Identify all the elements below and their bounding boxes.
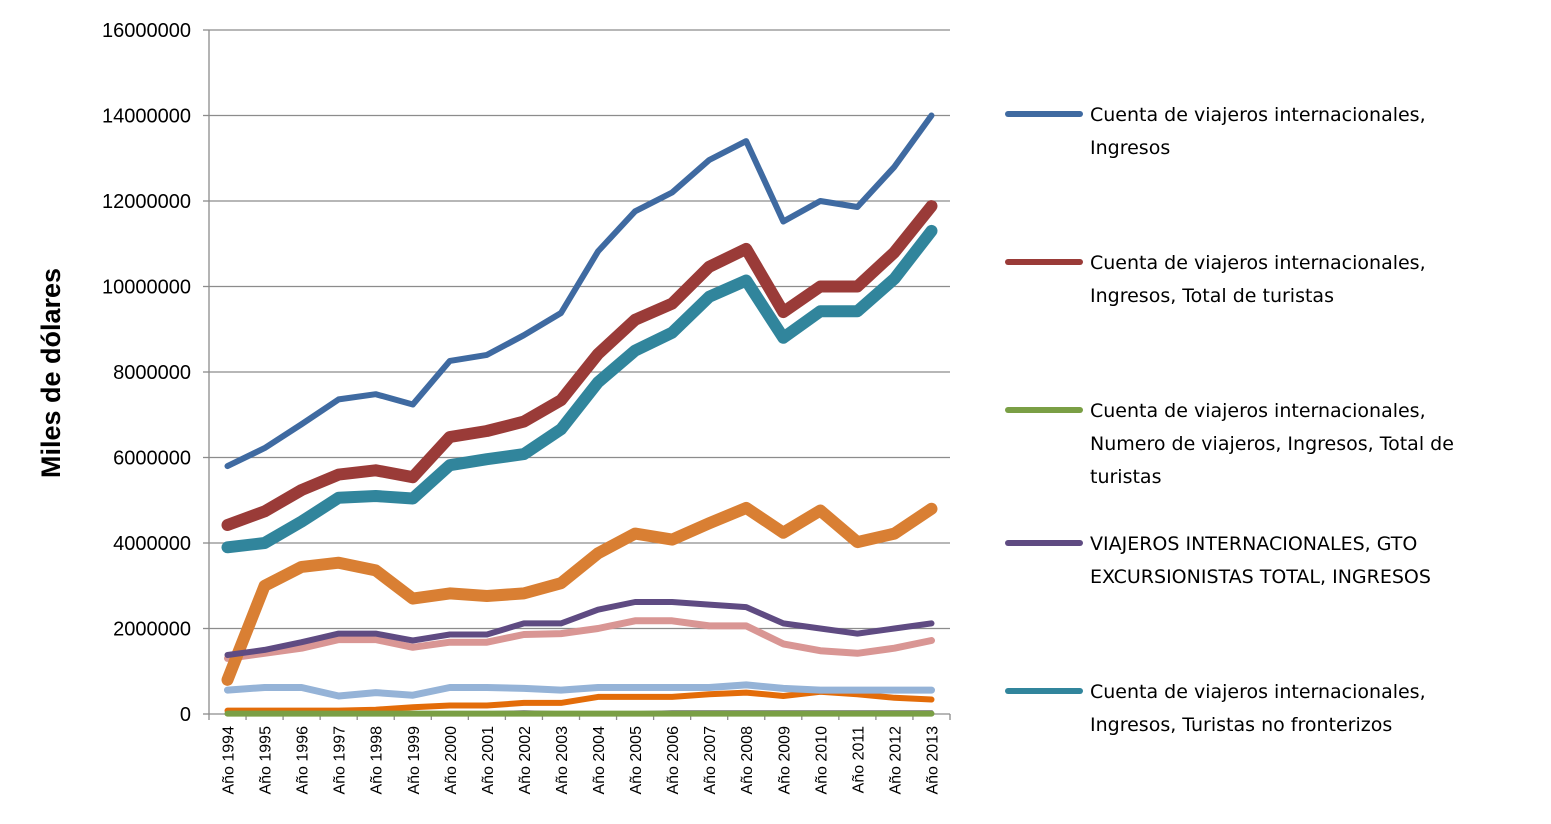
y-tick-label: 12000000 xyxy=(102,191,191,213)
x-tick-label: Año 2012 xyxy=(887,726,904,795)
legend-label-s4: EXCURSIONISTAS TOTAL, INGRESOS xyxy=(1090,566,1431,588)
legend-label-s3: turistas xyxy=(1090,466,1161,488)
x-tick-label: Año 2010 xyxy=(813,726,830,795)
x-tick-label: Año 2011 xyxy=(850,726,867,793)
x-tick-label: Año 1996 xyxy=(295,726,312,795)
x-tick-label: Año 2002 xyxy=(517,726,534,795)
series-line-s1 xyxy=(224,112,935,470)
y-tick-label: 4000000 xyxy=(113,533,191,555)
y-axis-title: Miles de dólares xyxy=(36,268,66,478)
legend-label-s5: Cuenta de viajeros internacionales, xyxy=(1090,681,1426,703)
series-line-s_extra3 xyxy=(224,617,935,662)
series-line-s4 xyxy=(224,599,935,658)
x-tick-label: Año 2005 xyxy=(628,726,645,795)
legend-label-s2: Ingresos, Total de turistas xyxy=(1090,285,1334,307)
y-tick-label: 2000000 xyxy=(113,619,191,641)
x-tick-label: Año 1995 xyxy=(258,726,275,795)
y-tick-label: 16000000 xyxy=(102,20,191,42)
series-line-s_extra5 xyxy=(221,501,938,686)
x-tick-label: Año 2004 xyxy=(591,726,608,795)
x-tick-label: Año 1994 xyxy=(221,726,238,795)
x-tick-label: Año 2009 xyxy=(776,726,793,795)
series-line-s5 xyxy=(221,224,938,554)
series-line-s_extra2 xyxy=(224,681,935,700)
legend: Cuenta de viajeros internacionales, Ingre… xyxy=(1005,104,1454,736)
legend-label-s1: Cuenta de viajeros internacionales, xyxy=(1090,104,1426,126)
x-tick-label: Año 2008 xyxy=(739,726,756,795)
y-tick-label: 14000000 xyxy=(102,106,191,128)
legend-label-s4: VIAJEROS INTERNACIONALES, GTO xyxy=(1090,533,1417,555)
y-tick-label: 8000000 xyxy=(113,362,191,384)
x-tick-label: Año 2003 xyxy=(554,726,571,795)
x-tick-label: Año 2013 xyxy=(924,726,941,795)
series-lines xyxy=(221,112,938,717)
x-tick-label: Año 1997 xyxy=(332,726,349,795)
y-tick-label: 0 xyxy=(180,704,191,726)
x-tick-label: Año 2000 xyxy=(443,726,460,795)
y-tick-label: 10000000 xyxy=(102,277,191,299)
x-axis: Año 1994 Año 1995 Año 1996 Año 1997 Año 1998… xyxy=(208,713,951,795)
legend-label-s3: Cuenta de viajeros internacionales, xyxy=(1090,400,1426,422)
x-tick-label: Año 2001 xyxy=(480,726,497,795)
legend-label-s2: Cuenta de viajeros internacionales, xyxy=(1090,252,1426,274)
series-line-s2 xyxy=(221,200,938,531)
y-tick-label: 6000000 xyxy=(113,448,191,470)
legend-label-s5: Ingresos, Turistas no fronterizos xyxy=(1090,714,1392,736)
legend-label-s1: Ingresos xyxy=(1090,137,1170,159)
x-tick-label: Año 1999 xyxy=(406,726,423,795)
x-tick-label: Año 2006 xyxy=(665,726,682,795)
y-axis: 0 2000000 4000000 6000000 8000000 10000000 120… xyxy=(102,20,210,726)
legend-label-s3: Numero de viajeros, Ingresos, Total de xyxy=(1090,433,1454,455)
x-tick-label: Año 1998 xyxy=(369,726,386,795)
gridlines xyxy=(209,29,950,630)
x-tick-label: Año 2007 xyxy=(702,726,719,795)
